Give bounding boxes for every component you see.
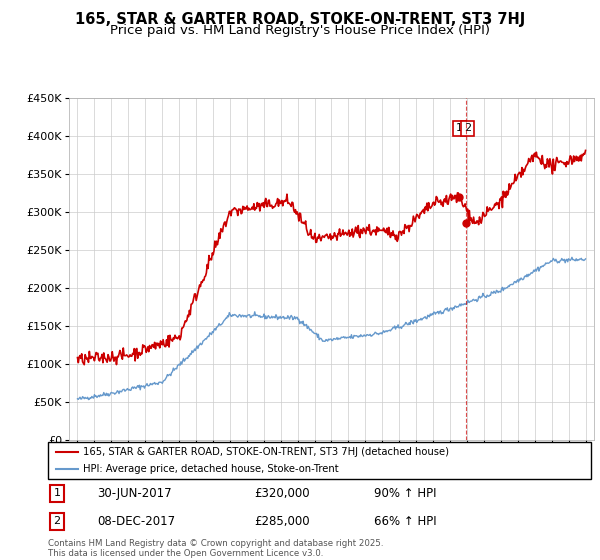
- Text: 66% ↑ HPI: 66% ↑ HPI: [374, 515, 436, 528]
- Text: 90% ↑ HPI: 90% ↑ HPI: [374, 487, 436, 500]
- Text: HPI: Average price, detached house, Stoke-on-Trent: HPI: Average price, detached house, Stok…: [83, 464, 339, 474]
- Text: 165, STAR & GARTER ROAD, STOKE-ON-TRENT, ST3 7HJ (detached house): 165, STAR & GARTER ROAD, STOKE-ON-TRENT,…: [83, 447, 449, 457]
- Text: 165, STAR & GARTER ROAD, STOKE-ON-TRENT, ST3 7HJ: 165, STAR & GARTER ROAD, STOKE-ON-TRENT,…: [75, 12, 525, 27]
- Text: 1: 1: [456, 123, 463, 133]
- Text: 1: 1: [53, 488, 61, 498]
- Text: Price paid vs. HM Land Registry's House Price Index (HPI): Price paid vs. HM Land Registry's House …: [110, 24, 490, 37]
- Text: 08-DEC-2017: 08-DEC-2017: [97, 515, 175, 528]
- Text: £285,000: £285,000: [254, 515, 310, 528]
- FancyBboxPatch shape: [48, 442, 591, 479]
- Text: 2: 2: [53, 516, 61, 526]
- Text: Contains HM Land Registry data © Crown copyright and database right 2025.
This d: Contains HM Land Registry data © Crown c…: [48, 539, 383, 558]
- Text: 2: 2: [464, 123, 472, 133]
- Text: £320,000: £320,000: [254, 487, 310, 500]
- Text: 30-JUN-2017: 30-JUN-2017: [97, 487, 172, 500]
